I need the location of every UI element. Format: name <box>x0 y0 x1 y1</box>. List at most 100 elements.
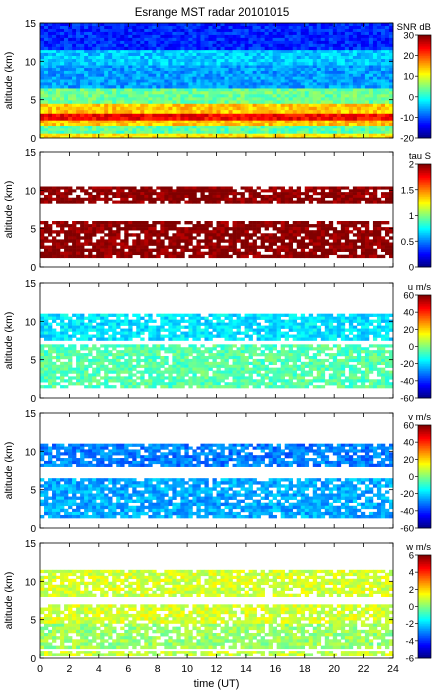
layer-cell <box>260 31 265 36</box>
layer-cell <box>108 85 113 89</box>
layer-cell <box>72 224 77 228</box>
layer-cell <box>384 34 390 39</box>
layer-cell <box>376 59 382 63</box>
layer-cell <box>284 133 289 136</box>
layer-cell <box>288 65 294 69</box>
layer-cell <box>336 97 342 101</box>
layer-cell <box>184 103 189 108</box>
layer-cell <box>344 73 350 77</box>
layer-cell <box>176 120 181 124</box>
layer-cell <box>364 40 370 45</box>
layer-cell <box>168 128 173 132</box>
layer-cell <box>228 242 233 246</box>
layer-cell <box>152 110 157 114</box>
layer-cell <box>176 254 181 259</box>
layer-cell <box>52 23 57 27</box>
layer-cell <box>108 79 113 83</box>
layer-cell <box>344 113 350 118</box>
layer-cell <box>316 130 322 134</box>
layer-cell <box>152 197 157 201</box>
layer-cell <box>164 128 169 132</box>
layer-cell <box>328 192 334 196</box>
layer-cell <box>384 28 390 33</box>
layer-cell <box>148 254 153 259</box>
layer-cell <box>200 34 205 39</box>
layer-cell <box>56 242 61 246</box>
layer-cell <box>220 40 225 45</box>
layer-cell <box>340 34 346 39</box>
layer-cell <box>148 200 153 204</box>
layer-cell <box>56 251 61 256</box>
layer-cell <box>40 239 45 243</box>
layer-cell <box>172 125 177 129</box>
layer-cell <box>280 28 285 33</box>
layer-cell <box>148 34 153 39</box>
layer-cell <box>184 242 189 246</box>
layer-cell <box>112 103 117 108</box>
layer-cell <box>360 239 366 243</box>
layer-cell <box>240 97 245 101</box>
layer-cell <box>40 189 45 193</box>
layer-cell <box>176 94 181 98</box>
layer-cell <box>312 85 318 89</box>
layer-cell <box>208 70 213 75</box>
layer-cell <box>224 100 229 104</box>
layer-cell <box>244 227 249 231</box>
layer-cell <box>308 248 314 252</box>
layer-cell <box>44 49 49 54</box>
layer-cell <box>72 123 77 127</box>
layer-cell <box>88 59 93 63</box>
layer-cell <box>192 97 197 101</box>
layer-cell <box>344 116 350 121</box>
layer-cell <box>124 49 129 54</box>
layer-cell <box>212 46 217 51</box>
layer-cell <box>208 103 213 108</box>
layer-cell <box>60 82 65 86</box>
layer-cell <box>364 236 370 240</box>
layer-cell <box>324 85 330 89</box>
layer-cell <box>272 70 277 75</box>
layer-cell <box>248 113 253 118</box>
layer-cell <box>140 113 145 118</box>
layer-cell <box>188 94 193 98</box>
layer-cell <box>324 233 330 237</box>
layer-cell <box>372 55 378 60</box>
layer-cell <box>264 113 269 118</box>
layer-cell <box>108 55 113 60</box>
layer-cell <box>200 106 205 111</box>
layer-cell <box>40 236 45 240</box>
layer-cell <box>180 31 185 36</box>
layer-cell <box>112 88 117 92</box>
layer-cell <box>220 103 225 108</box>
layer-cell <box>164 62 169 66</box>
layer-cell <box>252 37 257 42</box>
layer-cell <box>48 94 53 98</box>
layer-cell <box>128 31 133 36</box>
layer-cell <box>92 25 97 30</box>
layer-cell <box>140 23 145 27</box>
layer-cell <box>196 130 201 134</box>
layer-cell <box>224 251 229 256</box>
layer-cell <box>44 100 49 104</box>
layer-cell <box>376 100 382 104</box>
layer-cell <box>388 85 394 89</box>
layer-cell <box>92 68 97 72</box>
layer-cell <box>364 242 370 246</box>
layer-cell <box>72 110 77 114</box>
layer-cell <box>312 197 318 201</box>
layer-cell <box>292 85 298 89</box>
layer-cell <box>256 76 261 80</box>
layer-cell <box>192 128 197 132</box>
layer-cell <box>152 130 157 134</box>
layer-cell <box>364 254 370 259</box>
layer-cell <box>60 31 65 36</box>
layer-cell <box>160 31 165 36</box>
layer-cell <box>328 46 334 51</box>
layer-cell <box>208 68 213 72</box>
layer-cell <box>220 239 225 243</box>
layer-cell <box>264 130 269 134</box>
layer-cell <box>276 46 281 51</box>
layer-cell <box>68 40 73 45</box>
layer-cell <box>84 94 89 98</box>
layer-cell <box>304 133 310 136</box>
